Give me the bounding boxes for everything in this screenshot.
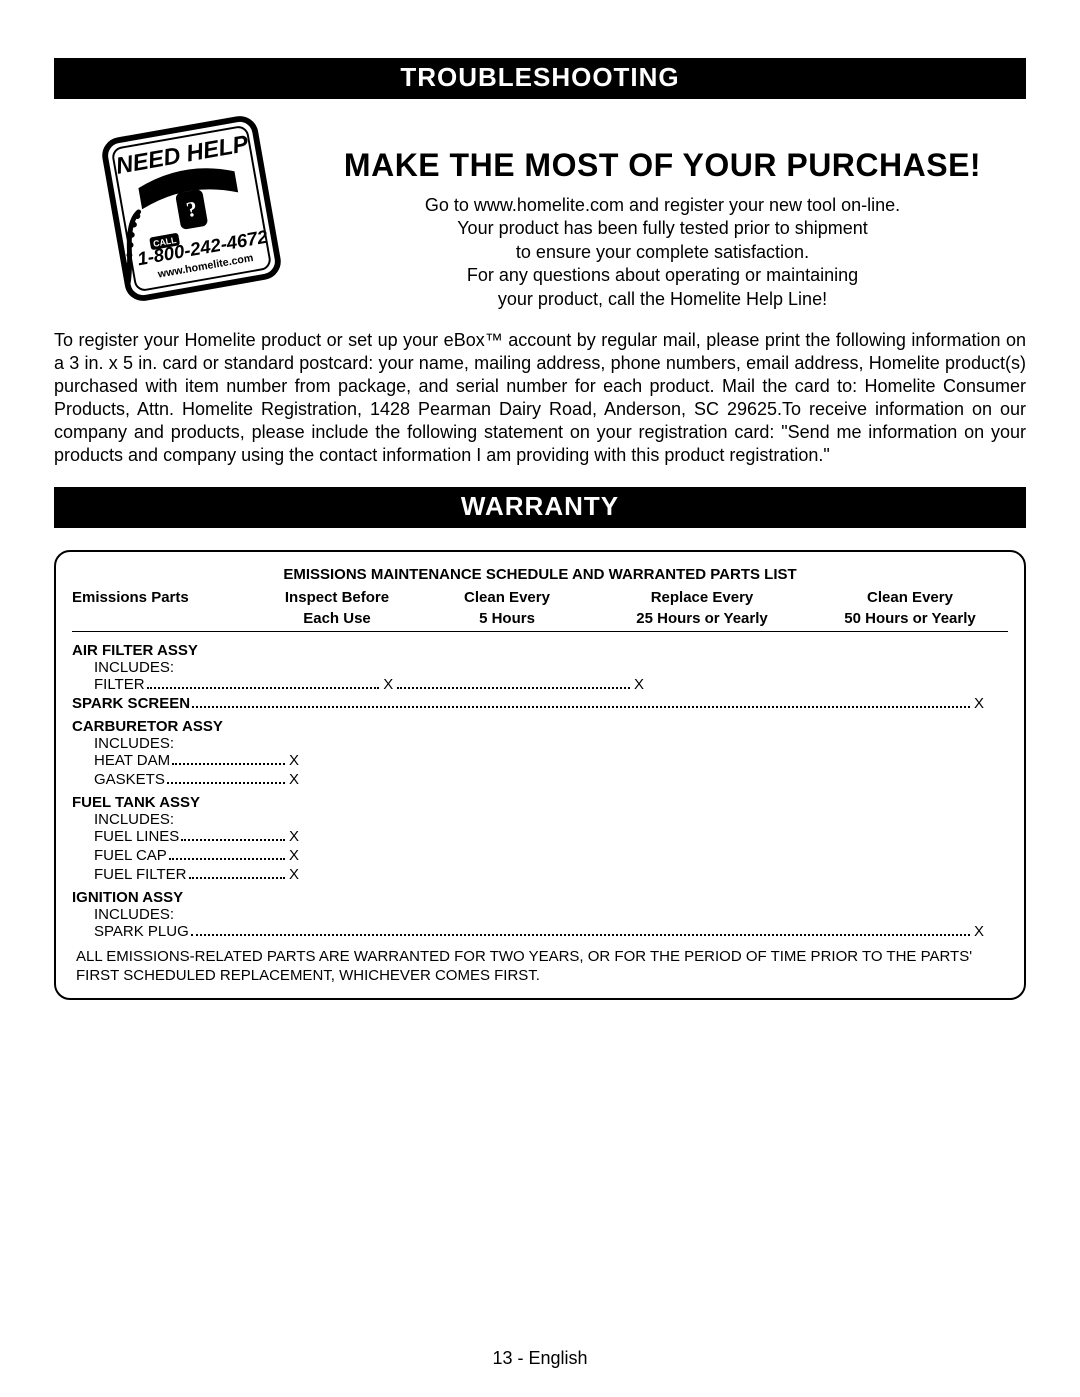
schedule-item-row: FUEL FILTER X [94,866,301,885]
dot-leader [191,934,970,936]
schedule-item-label: FUEL FILTER [94,866,187,883]
schedule-item-row: FUEL CAP X [94,847,301,866]
includes-label: INCLUDES: [94,659,1008,676]
schedule-item-label: SPARK PLUG [94,923,189,940]
col5-l2: 50 Hours or Yearly [844,610,975,627]
col2-l1: Inspect Before [285,589,389,606]
col1-l1: Emissions Parts [72,589,189,606]
schedule-item-row: GASKETS X [94,771,301,790]
assembly-heading: AIR FILTER ASSY [72,642,1008,659]
col2-l2: Each Use [303,610,371,627]
assembly-heading: CARBURETOR ASSY [72,718,1008,735]
schedule-mark: X [287,752,301,769]
schedule-item-label: FILTER [94,676,145,693]
schedule-item-label: HEAT DAM [94,752,170,769]
intro-line-2: Your product has been fully tested prior… [309,217,1016,240]
page-footer: 13 - English [0,1348,1080,1369]
col3-l2: 5 Hours [479,610,535,627]
dot-leader [172,763,285,765]
col5-l1: Clean Every [867,589,953,606]
schedule-mark: X [972,695,986,712]
dot-leader [189,877,285,879]
schedule-item-row: SPARK PLUG X [94,923,986,942]
dot-leader [167,782,285,784]
intro-line-5: your product, call the Homelite Help Lin… [309,288,1016,311]
includes-label: INCLUDES: [94,811,1008,828]
warranty-footer-note: ALL EMISSIONS-RELATED PARTS ARE WARRANTE… [76,948,1008,986]
intro-line-3: to ensure your complete satisfaction. [309,241,1016,264]
dot-leader [192,706,970,708]
schedule-mark: X [381,676,395,693]
schedule-mark: X [287,866,301,883]
includes-label: INCLUDES: [94,735,1008,752]
col4-l1: Replace Every [651,589,754,606]
schedule-item-label: SPARK SCREEN [72,695,190,712]
dot-leader [147,687,380,689]
schedule-item-row: FUEL LINES X [94,828,301,847]
assembly-heading: FUEL TANK ASSY [72,794,1008,811]
schedule-mark: X [287,847,301,864]
intro-text-block: MAKE THE MOST OF YOUR PURCHASE! Go to ww… [309,117,1026,311]
need-help-badge: NEED HELP ? CALL 1-800-242-4672 www.home… [94,111,289,306]
schedule-column-headers: Emissions Parts Inspect Before Clean Eve… [72,589,1008,606]
schedule-mark: X [287,828,301,845]
section-bar-warranty: WARRANTY [54,487,1026,528]
schedule-mark: X [632,676,646,693]
dot-leader [169,858,285,860]
intro-line-4: For any questions about operating or mai… [309,264,1016,287]
header-rule [72,631,1008,632]
dot-leader [181,839,285,841]
schedule-item-label: FUEL LINES [94,828,179,845]
schedule-title: EMISSIONS MAINTENANCE SCHEDULE AND WARRA… [72,566,1008,583]
col4-l2: 25 Hours or Yearly [636,610,767,627]
intro-row: NEED HELP ? CALL 1-800-242-4672 www.home… [54,117,1026,311]
col3-l1: Clean Every [464,589,550,606]
intro-headline: MAKE THE MOST OF YOUR PURCHASE! [309,147,1016,184]
assembly-direct-row: SPARK SCREEN X [72,695,986,714]
schedule-item-row: FILTER X X [94,676,646,695]
schedule-column-subheaders: Each Use 5 Hours 25 Hours or Yearly 50 H… [72,610,1008,627]
schedule-mark: X [972,923,986,940]
includes-label: INCLUDES: [94,906,1008,923]
schedule-item-row: HEAT DAM X [94,752,301,771]
assembly-heading: IGNITION ASSY [72,889,1008,906]
schedule-mark: X [287,771,301,788]
dot-leader [397,687,630,689]
warranty-box: EMISSIONS MAINTENANCE SCHEDULE AND WARRA… [54,550,1026,1000]
registration-paragraph: To register your Homelite product or set… [54,329,1026,467]
schedule-item-label: FUEL CAP [94,847,167,864]
assemblies-list: AIR FILTER ASSYINCLUDES:FILTER X XSPARK … [72,642,1008,942]
intro-line-1: Go to www.homelite.com and register your… [309,194,1016,217]
section-bar-troubleshooting: TROUBLESHOOTING [54,58,1026,99]
schedule-item-label: GASKETS [94,771,165,788]
